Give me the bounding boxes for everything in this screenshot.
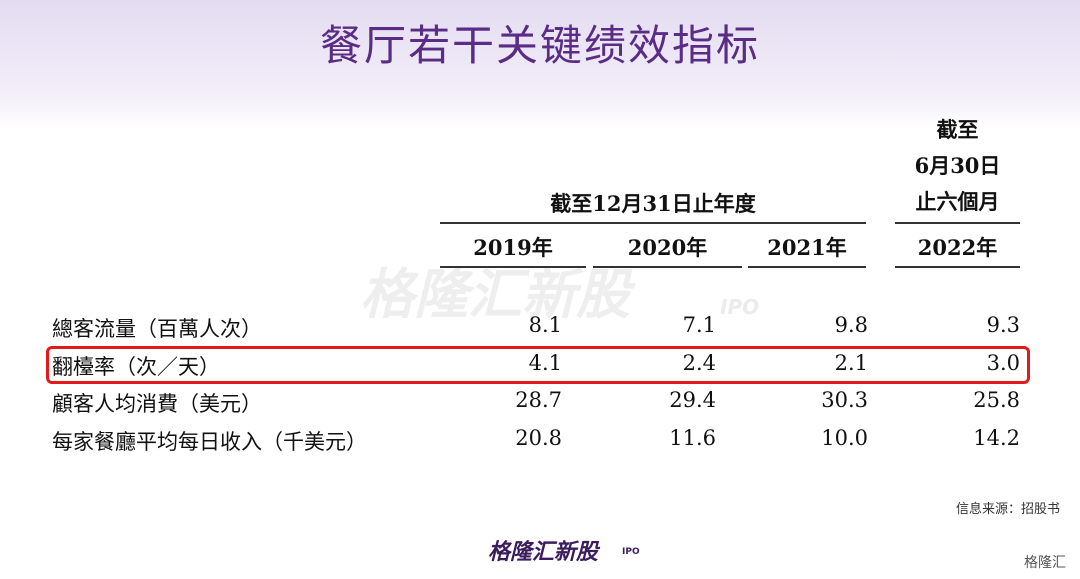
title: 餐厅若干关键绩效指标 bbox=[319, 21, 760, 70]
cell-value: 10.0 bbox=[821, 425, 868, 450]
cell-value: 28.7 bbox=[515, 388, 562, 412]
cell-value: 9.3 bbox=[986, 313, 1020, 337]
cell-value: 4.1 bbox=[528, 350, 562, 375]
rule bbox=[748, 266, 866, 268]
highlight-box bbox=[46, 346, 1030, 384]
column-header: 2021年 bbox=[767, 235, 847, 260]
group-header: 截至 bbox=[936, 117, 979, 142]
footer-logo-tag: IPO bbox=[622, 547, 640, 557]
group-header: 截至12月31日止年度 bbox=[550, 191, 756, 216]
row-label: 翻檯率（次／天） bbox=[52, 354, 220, 379]
rule bbox=[895, 266, 1020, 268]
column-header: 2022年 bbox=[917, 235, 998, 260]
cell-value: 11.6 bbox=[669, 425, 716, 450]
watermark: 格隆汇新股 bbox=[360, 263, 630, 326]
cell-value: 25.8 bbox=[973, 388, 1020, 412]
cell-value: 30.3 bbox=[821, 388, 868, 412]
cell-value: 29.4 bbox=[669, 388, 716, 412]
row-label: 每家餐廳平均每日收入（千美元） bbox=[52, 429, 367, 454]
cell-value: 14.2 bbox=[973, 425, 1020, 450]
rule bbox=[895, 222, 1020, 224]
row-label: 總客流量（百萬人次） bbox=[52, 317, 262, 341]
row-label: 顧客人均消費（美元） bbox=[52, 392, 262, 416]
cell-value: 3.0 bbox=[986, 350, 1020, 375]
rule bbox=[440, 266, 586, 268]
cell-value: 9.8 bbox=[834, 313, 868, 337]
cell-value: 20.8 bbox=[515, 425, 562, 450]
cell-value: 8.1 bbox=[528, 313, 562, 337]
corner-logo: 格隆汇 bbox=[1024, 555, 1066, 571]
rule bbox=[593, 266, 742, 268]
rule bbox=[440, 222, 866, 224]
cell-value: 2.1 bbox=[834, 350, 868, 375]
group-header: 6月30日 bbox=[914, 153, 1001, 178]
footer-logo: 格隆汇新股 bbox=[488, 540, 599, 565]
group-header: 止六個月 bbox=[915, 189, 1000, 214]
cell-value: 7.1 bbox=[682, 313, 716, 337]
cell-value: 2.4 bbox=[682, 350, 716, 375]
watermark-tag: IPO bbox=[720, 295, 760, 319]
column-header: 2020年 bbox=[627, 235, 708, 260]
column-header: 2019年 bbox=[473, 235, 553, 260]
source: 信息来源：招股书 bbox=[955, 502, 1060, 517]
